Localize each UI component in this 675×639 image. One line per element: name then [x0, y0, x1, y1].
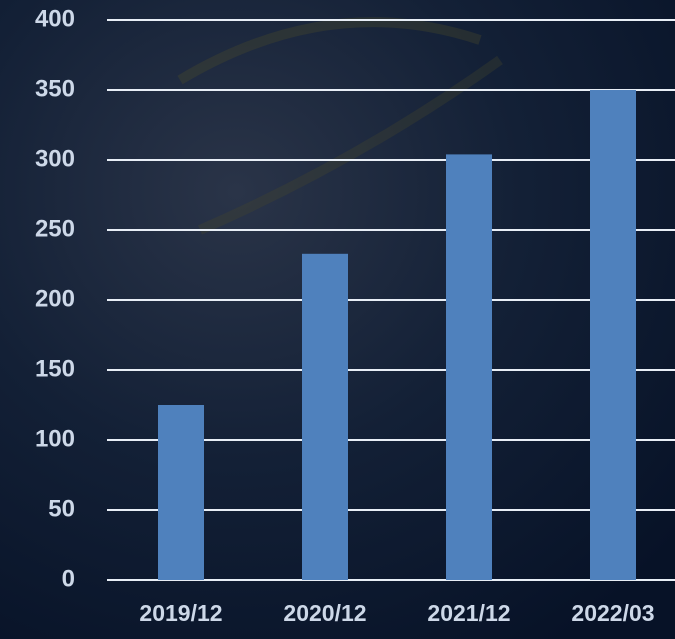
x-tick-label: 2019/12 — [139, 600, 222, 626]
y-tick-label: 250 — [35, 215, 75, 242]
bar — [446, 154, 492, 580]
bar — [158, 405, 204, 580]
bar — [590, 90, 636, 580]
x-tick-label: 2020/12 — [283, 600, 366, 626]
y-tick-label: 350 — [35, 75, 75, 102]
y-tick-label: 300 — [35, 145, 75, 172]
page: {"chart_data": {"type": "bar", "categori… — [0, 0, 675, 639]
chart: 0 50 100 150 200 250 300 350 400 2019/12 2020/12 20… — [0, 0, 675, 639]
y-tick-label: 400 — [35, 5, 75, 32]
x-tick-label: 2021/12 — [427, 600, 510, 626]
y-tick-label: 50 — [48, 495, 75, 522]
y-tick-label: 100 — [35, 425, 75, 452]
y-tick-label: 200 — [35, 285, 75, 312]
y-tick-label: 150 — [35, 355, 75, 382]
bar — [302, 254, 348, 580]
x-tick-label: 2022/03 — [571, 600, 654, 626]
y-tick-label: 0 — [62, 565, 75, 592]
